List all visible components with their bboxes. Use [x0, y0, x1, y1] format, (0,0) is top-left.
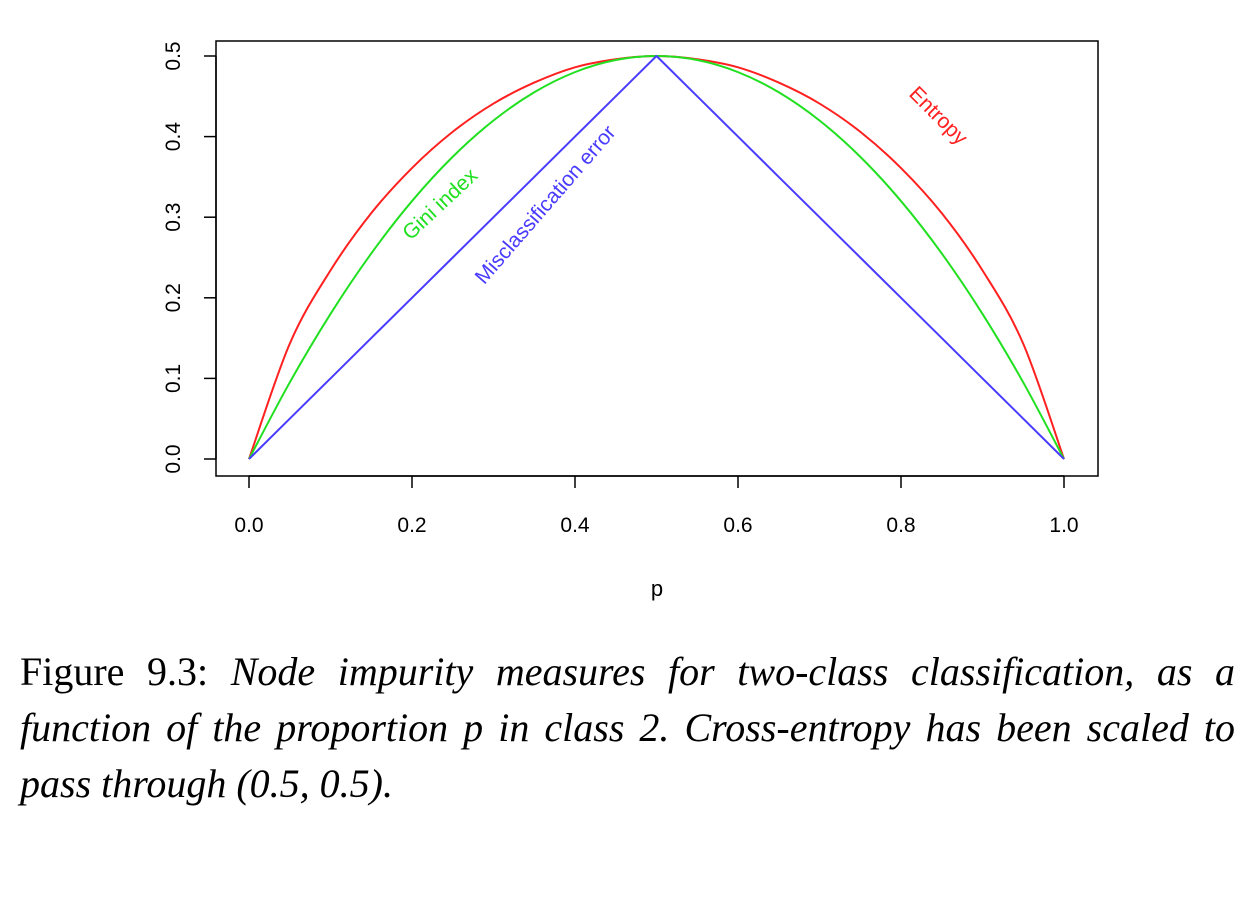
x-tick-label: 0.6	[723, 514, 752, 537]
curve-label-gini-index: Gini index	[398, 164, 482, 245]
curve-label-entropy: Entropy	[904, 82, 972, 150]
caption-text: Node impurity measures for two-class cla…	[20, 649, 1235, 806]
x-tick-label: 0.2	[397, 514, 426, 537]
caption-label: Figure 9.3:	[20, 649, 209, 694]
x-tick-label: 1.0	[1049, 514, 1078, 537]
impurity-chart: 0.0 0.2 0.4 0.6 0.8 1.0 0.0 0.1 0.2 0.3 0.4 0.5 En…	[162, 40, 1099, 601]
y-tick-label: 0.3	[162, 203, 185, 232]
y-tick-label: 0.0	[162, 444, 185, 473]
series-line-misclassification-error	[248, 55, 1065, 460]
y-tick-label: 0.1	[162, 364, 185, 393]
plot-frame	[215, 40, 1099, 477]
series-layer	[248, 55, 1065, 460]
curve-label-misclassification-error: Misclassification error	[471, 121, 621, 288]
figure-caption: Figure 9.3: Node impurity measures for t…	[20, 644, 1235, 812]
x-axis-label: p	[651, 576, 663, 601]
x-axis: 0.0 0.2 0.4 0.6 0.8 1.0	[234, 475, 1079, 537]
x-tick-label: 0.4	[560, 514, 590, 537]
x-tick-label: 0.0	[234, 514, 263, 537]
y-axis: 0.0 0.1 0.2 0.3 0.4 0.5	[162, 41, 217, 474]
y-tick-label: 0.5	[162, 41, 185, 70]
y-tick-label: 0.4	[162, 122, 185, 152]
x-tick-label: 0.8	[886, 514, 915, 537]
y-tick-label: 0.2	[162, 283, 185, 312]
